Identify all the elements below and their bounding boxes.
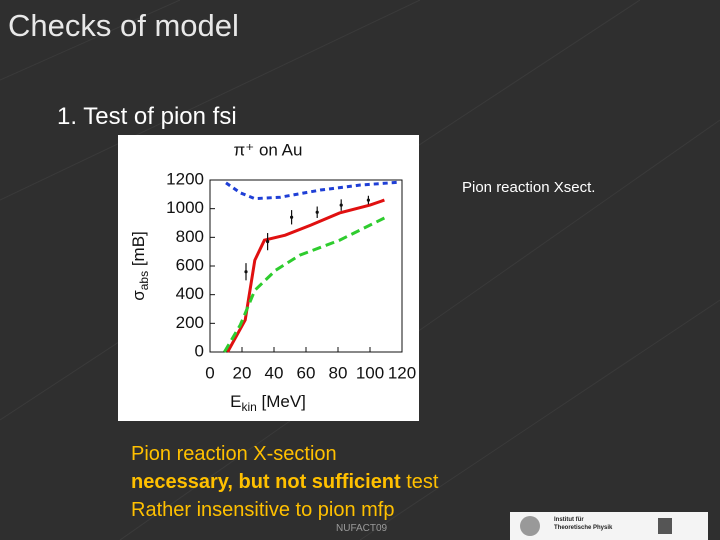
chart-title: π⁺ on Au bbox=[234, 140, 303, 159]
y-tick-label: 1000 bbox=[166, 198, 204, 217]
data-point bbox=[366, 198, 370, 202]
x-tick-label: 20 bbox=[233, 363, 252, 382]
data-point bbox=[266, 240, 270, 244]
y-label-symbol: σ bbox=[129, 290, 148, 301]
data-point bbox=[244, 270, 248, 274]
y-tick-label: 200 bbox=[176, 313, 204, 332]
bullet: necessary, but not sufficient test bbox=[131, 468, 438, 496]
x-label-subscript: kin bbox=[241, 400, 256, 414]
y-tick-label: 400 bbox=[176, 284, 204, 303]
data-point bbox=[315, 210, 319, 214]
slide-subtitle: 1. Test of pion fsi bbox=[57, 103, 237, 130]
x-label-symbol: E bbox=[230, 392, 241, 411]
y-tick-label: 1200 bbox=[166, 169, 204, 188]
bullet-rest: test bbox=[400, 471, 439, 493]
bullet-list: Pion reaction X-section necessary, but n… bbox=[131, 440, 438, 524]
logo-line: Institut für bbox=[554, 517, 584, 523]
series-line bbox=[223, 216, 386, 353]
y-tick-label: 800 bbox=[176, 227, 204, 246]
x-label-unit: [MeV] bbox=[257, 392, 306, 411]
logo-line: Theoretische Physik bbox=[554, 525, 613, 531]
x-tick-label: 100 bbox=[356, 363, 384, 382]
chart: π⁺ on Au Ekin [MeV] σabs [mB] 0200400600… bbox=[118, 135, 419, 421]
data-point bbox=[339, 203, 343, 207]
bullet: Rather insensitive to pion mfp bbox=[131, 499, 395, 521]
footer: NUFACT09 bbox=[336, 523, 388, 534]
x-axis-label: Ekin [MeV] bbox=[230, 392, 306, 414]
logo-mark bbox=[658, 518, 672, 534]
logo-icon bbox=[520, 516, 540, 536]
logo: Institut für Theoretische Physik bbox=[510, 512, 708, 540]
y-label-unit: [mB] bbox=[129, 231, 148, 271]
bullet: Pion reaction X-section bbox=[131, 443, 337, 465]
logo-text: Institut für Theoretische Physik bbox=[554, 516, 612, 532]
bullet-bold: necessary, but not sufficient bbox=[131, 471, 401, 493]
x-tick-label: 80 bbox=[329, 363, 348, 382]
data-point bbox=[290, 215, 294, 219]
y-label-subscript: abs bbox=[137, 271, 151, 290]
x-tick-label: 40 bbox=[265, 363, 284, 382]
slide-title: Checks of model bbox=[8, 8, 239, 43]
y-tick-label: 600 bbox=[176, 255, 204, 274]
series-line bbox=[225, 180, 401, 201]
y-tick-label: 0 bbox=[195, 341, 204, 360]
x-tick-label: 120 bbox=[388, 363, 416, 382]
x-tick-label: 0 bbox=[205, 363, 214, 382]
series-line bbox=[226, 198, 385, 353]
x-tick-label: 60 bbox=[297, 363, 316, 382]
y-axis-label: σabs [mB] bbox=[129, 231, 151, 301]
chart-caption: Pion reaction Xsect. bbox=[462, 179, 596, 196]
